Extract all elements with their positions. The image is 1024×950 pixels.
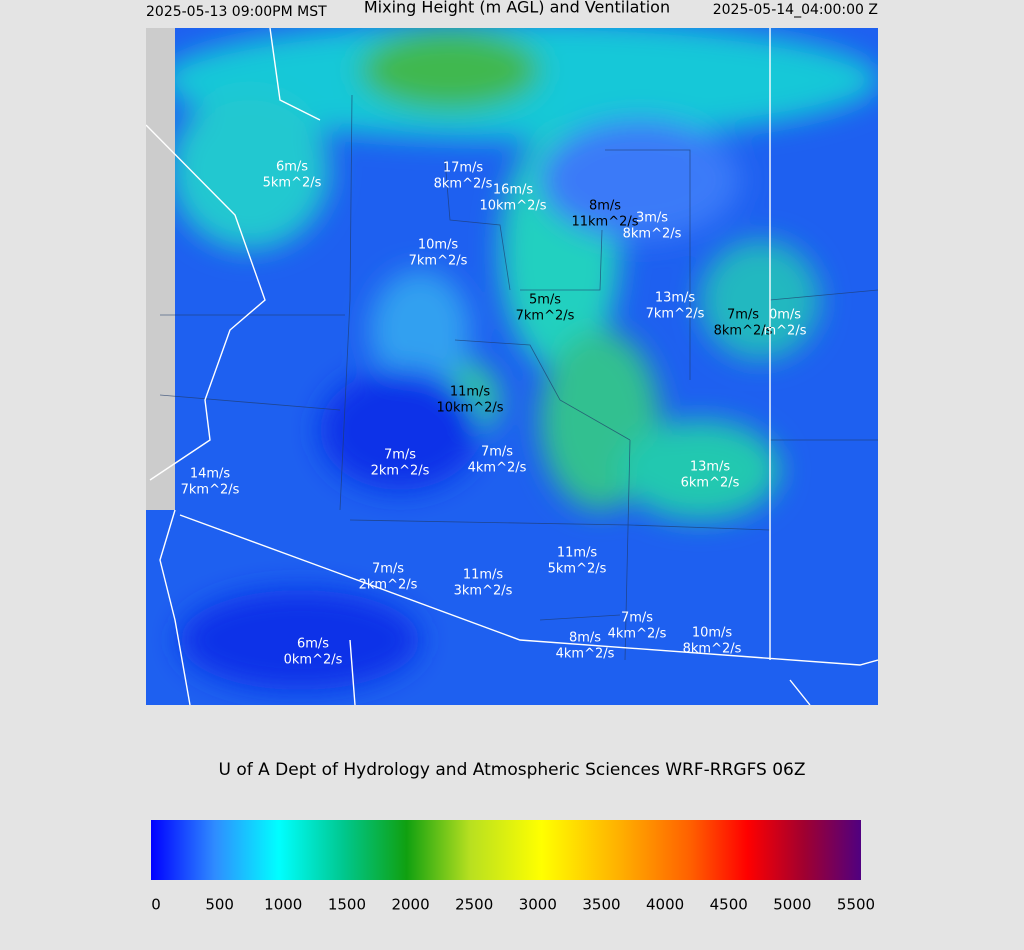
colorbar-tick-label: 0: [151, 896, 161, 914]
ventilation-label: 2km^2/s: [359, 578, 418, 593]
ventilation-label: 7km^2/s: [409, 254, 468, 269]
wind-label: 16m/s: [493, 183, 534, 198]
ventilation-label: 7km^2/s: [646, 307, 705, 322]
credit: U of A Dept of Hydrology and Atmospheric…: [218, 760, 805, 780]
colorbar-tick-label: 1500: [328, 896, 366, 914]
valid-utc: 2025-05-14_04:00:00 Z: [713, 2, 878, 18]
ventilation-label: 3km^2/s: [454, 584, 513, 599]
ventilation-label: 4km^2/s: [608, 627, 667, 642]
wind-label: 5m/s: [529, 293, 561, 308]
ventilation-label: 11km^2/s: [571, 215, 638, 230]
wind-label: 13m/s: [655, 291, 696, 306]
ventilation-label: 8km^2/s: [623, 227, 682, 242]
ventilation-label: 5km^2/s: [263, 176, 322, 191]
ventilation-label: 8km^2/s: [683, 642, 742, 657]
ventilation-label: 7km^2/s: [181, 483, 240, 498]
colorbar: [151, 820, 861, 880]
colorbar-tick-label: 500: [205, 896, 234, 914]
colorbar-tick-label: 4000: [646, 896, 684, 914]
wind-label: 6m/s: [276, 160, 308, 175]
wind-label: 7m/s: [621, 611, 653, 626]
colorbar-tick-label: 5000: [773, 896, 811, 914]
ventilation-label: 5km^2/s: [548, 562, 607, 577]
ventilation-label: 2km^2/s: [371, 464, 430, 479]
wind-label: 13m/s: [690, 460, 731, 475]
wind-label: 3m/s: [636, 211, 668, 226]
wind-label: 11m/s: [557, 546, 598, 561]
wind-label: 17m/s: [443, 161, 484, 176]
wind-label: 7m/s: [384, 448, 416, 463]
ventilation-label: 10km^2/s: [479, 199, 546, 214]
title: Mixing Height (m AGL) and Ventilation: [364, 0, 670, 17]
ventilation-label: 8km^2/s: [714, 324, 773, 339]
wind-label: 10m/s: [692, 626, 733, 641]
colorbar-tick-label: 4500: [710, 896, 748, 914]
wind-label: 10m/s: [418, 238, 459, 253]
wind-label: 0m/s: [769, 308, 801, 323]
colorbar-tick-label: 2000: [391, 896, 429, 914]
ventilation-label: 4km^2/s: [556, 647, 615, 662]
map: [146, 28, 878, 705]
wind-label: 6m/s: [297, 637, 329, 652]
ventilation-label: 0km^2/s: [284, 653, 343, 668]
wind-label: 11m/s: [450, 385, 491, 400]
colorbar-tick-label: 1000: [264, 896, 302, 914]
wind-label: 8m/s: [589, 199, 621, 214]
ventilation-label: 6km^2/s: [681, 476, 740, 491]
wind-label: 8m/s: [569, 631, 601, 646]
wind-label: 14m/s: [190, 467, 231, 482]
ventilation-label: 4km^2/s: [468, 461, 527, 476]
wind-label: 7m/s: [727, 308, 759, 323]
colorbar-tick-label: 5500: [837, 896, 875, 914]
valid-local: 2025-05-13 09:00PM MST: [146, 4, 327, 20]
wind-label: 7m/s: [481, 445, 513, 460]
ventilation-label: 7km^2/s: [516, 309, 575, 324]
ventilation-label: 10km^2/s: [436, 401, 503, 416]
ventilation-label: m^2/s: [764, 324, 807, 339]
wind-label: 7m/s: [372, 562, 404, 577]
ventilation-label: 8km^2/s: [434, 177, 493, 192]
colorbar-tick-label: 2500: [455, 896, 493, 914]
wind-label: 11m/s: [463, 568, 504, 583]
colorbar-tick-label: 3000: [519, 896, 557, 914]
colorbar-tick-label: 3500: [582, 896, 620, 914]
